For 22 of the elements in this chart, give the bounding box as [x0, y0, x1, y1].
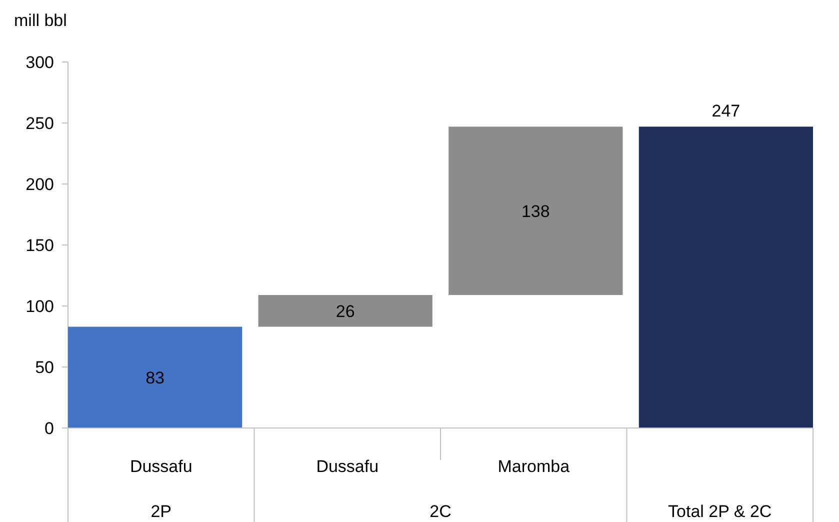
- text: 2C: [430, 502, 452, 521]
- y-tick-label: 50: [35, 358, 54, 377]
- y-tick-label: 200: [26, 175, 54, 194]
- bar: [258, 295, 432, 327]
- text: Total 2P & 2C: [668, 502, 772, 521]
- bar: [68, 326, 242, 428]
- data-label: 26: [336, 302, 355, 321]
- y-tick-label: 300: [26, 53, 54, 72]
- y-tick-label: 150: [26, 236, 54, 255]
- y-axis-title: mill bbl: [14, 11, 67, 30]
- bar: [448, 126, 623, 296]
- data-label: 83: [146, 368, 165, 388]
- y-tick-label: 0: [44, 419, 54, 438]
- x-tick-label: Maromba: [498, 457, 570, 476]
- x-tick-label: Dussafu: [316, 457, 379, 476]
- data-label: 247: [712, 102, 740, 121]
- bar: [638, 126, 813, 428]
- y-tick-label: 100: [26, 297, 54, 316]
- text: 2P: [150, 502, 172, 521]
- data-label: 138: [521, 202, 550, 221]
- y-tick-label: 250: [26, 114, 54, 133]
- x-tick-label: Dussafu: [130, 457, 192, 476]
